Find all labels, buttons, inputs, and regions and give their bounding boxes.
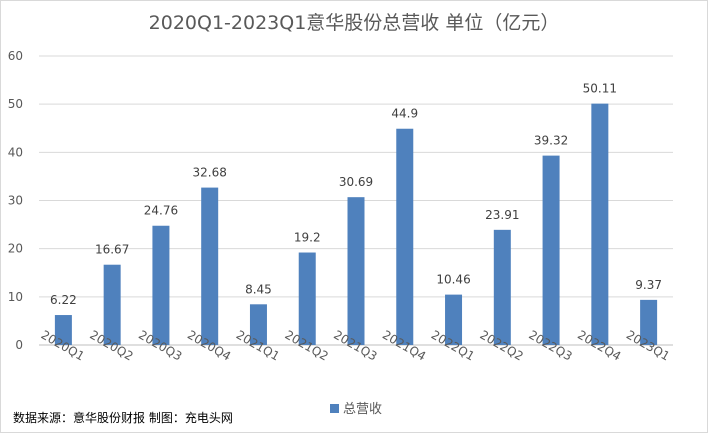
y-tick-label: 40 bbox=[8, 145, 23, 159]
data-label: 50.11 bbox=[583, 82, 617, 96]
data-label: 23.91 bbox=[485, 208, 519, 222]
data-label: 6.22 bbox=[50, 293, 77, 307]
data-label: 19.2 bbox=[294, 231, 321, 245]
bar bbox=[152, 225, 170, 345]
bar bbox=[396, 128, 414, 345]
data-label: 30.69 bbox=[339, 175, 373, 189]
y-tick-label: 20 bbox=[8, 242, 23, 256]
data-label: 10.46 bbox=[436, 273, 470, 287]
bar bbox=[103, 264, 121, 345]
source-note: 数据来源：意华股份财报 制图：充电头网 bbox=[13, 410, 233, 425]
y-axis-ticks: 0 10 20 30 40 50 60 bbox=[8, 49, 23, 352]
y-tick-label: 0 bbox=[15, 338, 23, 352]
y-tick-label: 50 bbox=[8, 97, 23, 111]
data-label: 44.9 bbox=[391, 107, 418, 121]
bars bbox=[54, 103, 658, 345]
bar bbox=[445, 294, 463, 345]
y-tick-label: 60 bbox=[8, 49, 23, 63]
bar bbox=[591, 103, 609, 345]
bar bbox=[201, 187, 219, 345]
bar bbox=[298, 252, 316, 345]
data-labels: 6.22 16.67 24.76 32.68 8.45 19.2 30.69 44.9 10.4… bbox=[50, 82, 662, 307]
data-label: 39.32 bbox=[534, 134, 568, 148]
data-label: 9.37 bbox=[635, 278, 662, 292]
chart-title: 2020Q1-2023Q1意华股份总营收 单位（亿元） bbox=[149, 12, 560, 34]
bar bbox=[493, 229, 511, 345]
bar bbox=[640, 299, 658, 345]
data-label: 8.45 bbox=[245, 282, 272, 296]
bar bbox=[542, 155, 560, 345]
legend: 总营收 bbox=[330, 402, 382, 417]
bar bbox=[347, 197, 365, 345]
data-label: 32.68 bbox=[193, 166, 227, 180]
legend-label: 总营收 bbox=[343, 402, 382, 417]
data-label: 16.67 bbox=[95, 243, 129, 257]
y-tick-label: 30 bbox=[8, 194, 23, 208]
bar bbox=[249, 304, 267, 345]
data-label: 24.76 bbox=[144, 204, 178, 218]
legend-swatch bbox=[330, 404, 339, 413]
bar bbox=[54, 315, 72, 345]
y-tick-label: 10 bbox=[8, 290, 23, 304]
